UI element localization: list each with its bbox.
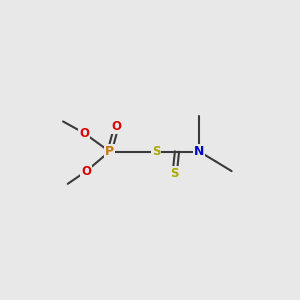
Text: O: O [81,165,91,178]
Text: O: O [112,120,122,133]
Text: N: N [194,145,204,158]
Text: O: O [79,127,89,140]
Text: S: S [170,167,179,180]
Text: P: P [105,145,114,158]
Text: S: S [152,145,160,158]
